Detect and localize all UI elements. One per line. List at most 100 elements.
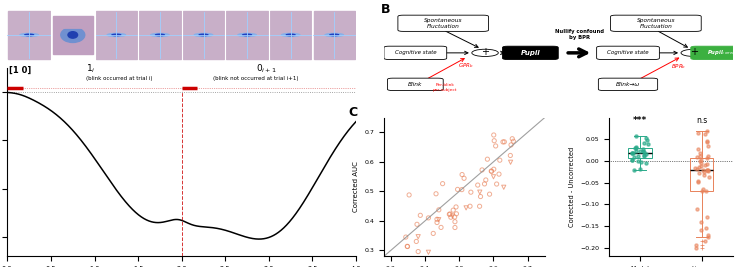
Point (703, 175, 715, 179)
Point (701, 140, 713, 144)
Point (699, 239, 711, 243)
Point (702, 233, 713, 237)
Point (693, 178, 704, 183)
Point (446, 214, 458, 218)
Point (480, 178, 491, 182)
Point (430, 192, 442, 196)
Point (640, 161, 652, 165)
Point (630, 149, 642, 154)
Point (699, 170, 710, 174)
Point (476, 172, 488, 176)
Point (508, 139, 519, 143)
Ellipse shape (195, 33, 212, 36)
Point (490, 144, 502, 148)
Point (431, 220, 443, 225)
Point (488, 175, 500, 179)
Point (471, 181, 482, 185)
Point (476, 168, 488, 172)
Point (480, 163, 491, 168)
Point (702, 235, 714, 239)
Text: Per-blink
per-subject: Per-blink per-subject (433, 84, 457, 92)
FancyBboxPatch shape (388, 78, 443, 91)
Point (694, 159, 706, 163)
Point (470, 174, 482, 178)
Bar (95, 11, 137, 59)
Point (491, 182, 502, 186)
FancyBboxPatch shape (610, 15, 702, 32)
Point (433, 218, 445, 222)
Text: Blink→ω: Blink→ω (616, 82, 640, 87)
Point (480, 170, 492, 174)
Point (412, 235, 424, 239)
Point (641, 138, 653, 142)
Point (699, 132, 711, 136)
Ellipse shape (107, 33, 126, 36)
Point (695, 158, 707, 163)
Point (693, 165, 704, 169)
Point (636, 159, 648, 164)
Text: 1$_i$: 1$_i$ (86, 62, 95, 75)
Point (402, 257, 414, 261)
Circle shape (472, 49, 498, 57)
Point (488, 139, 500, 143)
Point (411, 239, 423, 244)
Point (696, 160, 707, 165)
Point (451, 187, 463, 191)
Point (494, 158, 505, 162)
Text: +: + (690, 47, 699, 57)
Point (445, 215, 457, 219)
Point (464, 204, 476, 208)
Point (691, 167, 703, 171)
Point (449, 219, 461, 224)
Point (640, 152, 652, 156)
Point (491, 152, 502, 157)
Point (485, 169, 497, 173)
Point (460, 206, 472, 210)
Point (702, 167, 713, 172)
Point (402, 244, 414, 249)
Point (499, 140, 511, 144)
Point (696, 189, 708, 194)
Point (457, 182, 469, 186)
Ellipse shape (325, 33, 343, 36)
Point (628, 155, 640, 159)
Bar (183, 11, 224, 59)
Text: (blink not occurred at trial i+1): (blink not occurred at trial i+1) (213, 76, 298, 81)
Point (702, 143, 714, 148)
Point (472, 183, 484, 187)
Ellipse shape (286, 34, 295, 36)
Point (699, 163, 710, 167)
Point (454, 181, 466, 185)
Point (482, 165, 494, 170)
Point (411, 222, 423, 226)
Point (628, 150, 639, 155)
Point (448, 215, 460, 219)
Point (629, 146, 641, 150)
Point (482, 157, 494, 161)
Text: BPR$_b$: BPR$_b$ (671, 62, 686, 71)
Point (468, 171, 480, 175)
Point (457, 187, 468, 192)
Point (455, 193, 467, 197)
Point (701, 167, 713, 172)
FancyBboxPatch shape (596, 46, 659, 60)
Point (625, 151, 637, 155)
Point (626, 158, 638, 162)
Point (700, 226, 712, 230)
Point (444, 196, 456, 201)
Bar (270, 11, 312, 59)
Point (701, 156, 713, 160)
Point (454, 185, 466, 189)
Point (474, 171, 486, 176)
Ellipse shape (243, 34, 252, 36)
Point (474, 190, 485, 194)
Point (498, 185, 510, 189)
Point (492, 157, 504, 162)
Text: Spontaneous
Fluctuation: Spontaneous Fluctuation (424, 18, 462, 29)
Point (691, 206, 703, 211)
Point (701, 139, 713, 143)
Point (640, 136, 652, 140)
Point (437, 182, 448, 186)
Point (490, 151, 502, 155)
Point (460, 180, 472, 184)
